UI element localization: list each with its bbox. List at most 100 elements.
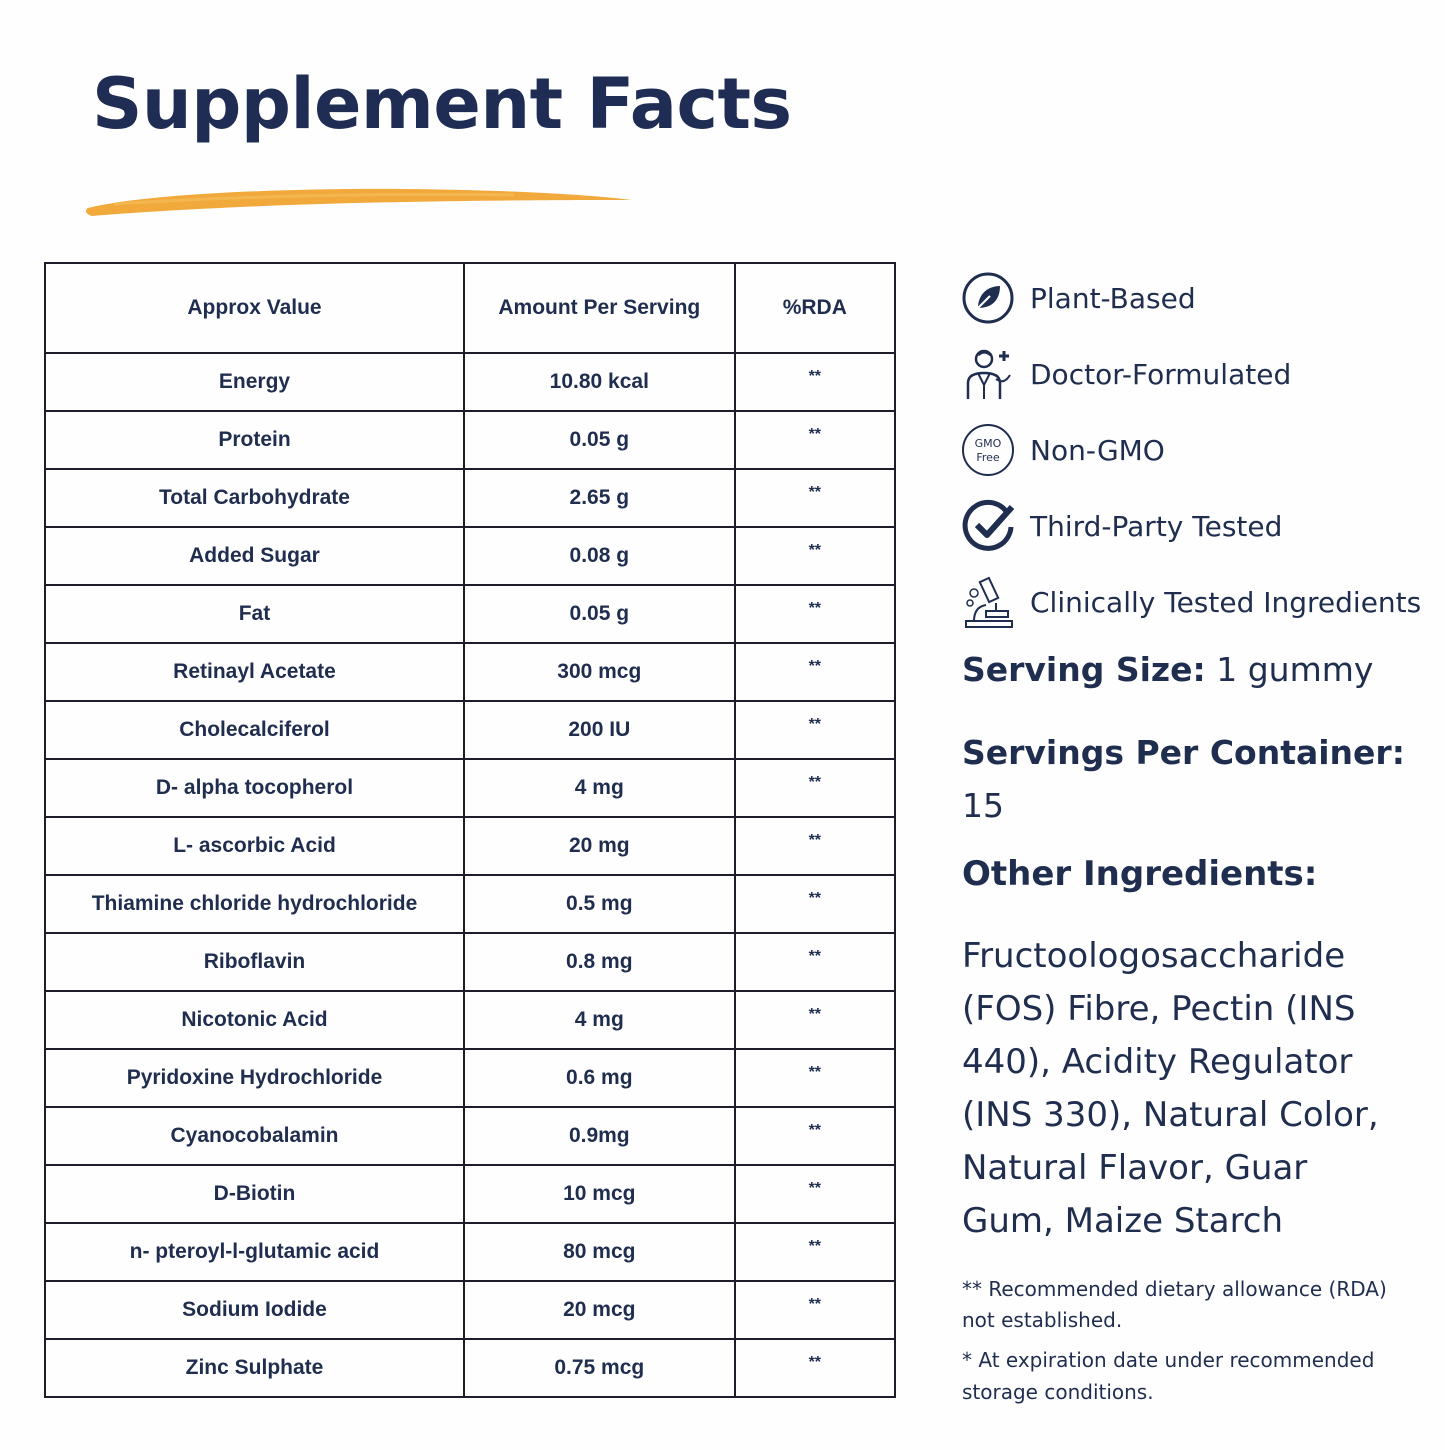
servings-per-container-label: Servings Per Container: [962, 733, 1405, 772]
other-ingredients-text: Fructoologosaccharide (FOS) Fibre, Pecti… [962, 936, 1379, 1241]
table-row: Nicotonic Acid 4 mg ** [44, 990, 897, 1050]
nutrient-name: Riboflavin [44, 932, 465, 992]
nutrient-rda: ** [733, 1280, 897, 1340]
serving-size: Serving Size: 1 gummy [962, 650, 1412, 689]
nutrient-rda: ** [733, 990, 897, 1050]
supplement-facts-table: Approx Value Amount Per Serving %RDA Ene… [44, 262, 897, 1398]
brush-underline [85, 188, 633, 216]
nutrient-amount: 0.75 mcg [462, 1338, 736, 1398]
badge-third-party-tested: Third-Party Tested [960, 488, 1430, 564]
nutrient-amount: 0.8 mg [462, 932, 736, 992]
servings-per-container-value: 15 [962, 786, 1004, 825]
nutrient-name: n- pteroyl-l-glutamic acid [44, 1222, 465, 1282]
table-row: D- alpha tocopherol 4 mg ** [44, 758, 897, 818]
nutrient-amount: 300 mcg [462, 642, 736, 702]
microscope-icon [960, 573, 1018, 631]
serving-size-label: Serving Size: [962, 650, 1206, 689]
table-row: Protein 0.05 g ** [44, 410, 897, 470]
nutrient-rda: ** [733, 932, 897, 992]
header-approx-value: Approx Value [44, 262, 465, 354]
badge-label: Third-Party Tested [1030, 509, 1283, 543]
badge-non-gmo: GMO Free Non-GMO [960, 412, 1430, 488]
gmo-free-icon: GMO Free [960, 421, 1018, 479]
header-rda: %RDA [733, 262, 897, 354]
table-row: Retinayl Acetate 300 mcg ** [44, 642, 897, 702]
nutrient-amount: 0.9mg [462, 1106, 736, 1166]
table-row: Total Carbohydrate 2.65 g ** [44, 468, 897, 528]
badge-label: Doctor-Formulated [1030, 357, 1292, 391]
badge-label: Clinically Tested Ingredients [1030, 585, 1422, 619]
nutrient-name: Energy [44, 352, 465, 412]
nutrient-rda: ** [733, 352, 897, 412]
nutrient-rda: ** [733, 1106, 897, 1166]
nutrient-name: Total Carbohydrate [44, 468, 465, 528]
nutrient-amount: 0.05 g [462, 410, 736, 470]
nutrient-rda: ** [733, 468, 897, 528]
footnote-rda: ** Recommended dietary allowance (RDA) n… [962, 1277, 1387, 1332]
nutrient-amount: 20 mcg [462, 1280, 736, 1340]
table-row: Added Sugar 0.08 g ** [44, 526, 897, 586]
nutrient-name: Retinayl Acetate [44, 642, 465, 702]
nutrient-amount: 0.08 g [462, 526, 736, 586]
nutrient-rda: ** [733, 1338, 897, 1398]
nutrient-name: Sodium Iodide [44, 1280, 465, 1340]
nutrient-amount: 200 IU [462, 700, 736, 760]
nutrient-amount: 20 mg [462, 816, 736, 876]
table-row: Cyanocobalamin 0.9mg ** [44, 1106, 897, 1166]
nutrient-amount: 0.05 g [462, 584, 736, 644]
table-row: Energy 10.80 kcal ** [44, 352, 897, 412]
other-ingredients-heading: Other Ingredients: [962, 854, 1318, 894]
badge-plant-based: Plant-Based [960, 260, 1430, 336]
leaf-circle-icon [960, 269, 1018, 327]
doctor-icon [960, 345, 1018, 403]
nutrient-rda: ** [733, 874, 897, 934]
nutrient-rda: ** [733, 1222, 897, 1282]
nutrient-name: Cyanocobalamin [44, 1106, 465, 1166]
badge-doctor-formulated: Doctor-Formulated [960, 336, 1430, 412]
table-row: Riboflavin 0.8 mg ** [44, 932, 897, 992]
nutrient-amount: 4 mg [462, 758, 736, 818]
nutrient-rda: ** [733, 410, 897, 470]
footnote-expiration: * At expiration date under recommended s… [962, 1348, 1375, 1404]
servings-per-container: Servings Per Container: 15 [962, 726, 1412, 832]
nutrient-rda: ** [733, 758, 897, 818]
nutrient-rda: ** [733, 816, 897, 876]
nutrient-amount: 80 mcg [462, 1222, 736, 1282]
table-row: Fat 0.05 g ** [44, 584, 897, 644]
nutrient-name: Thiamine chloride hydrochloride [44, 874, 465, 934]
nutrient-amount: 2.65 g [462, 468, 736, 528]
badge-clinically-tested: Clinically Tested Ingredients [960, 564, 1430, 640]
nutrient-name: Pyridoxine Hydrochloride [44, 1048, 465, 1108]
nutrient-amount: 0.6 mg [462, 1048, 736, 1108]
nutrient-rda: ** [733, 584, 897, 644]
header-amount-per-serving: Amount Per Serving [462, 262, 736, 354]
table-row: Pyridoxine Hydrochloride 0.6 mg ** [44, 1048, 897, 1108]
nutrient-amount: 10 mcg [462, 1164, 736, 1224]
free-text: Free [976, 451, 1000, 464]
gmo-text: GMO [975, 437, 1002, 450]
nutrient-amount: 4 mg [462, 990, 736, 1050]
nutrient-rda: ** [733, 700, 897, 760]
badge-list: Plant-Based Doctor-Formulated GMO Free N… [960, 260, 1430, 640]
table-row: D-Biotin 10 mcg ** [44, 1164, 897, 1224]
nutrient-name: D- alpha tocopherol [44, 758, 465, 818]
nutrient-name: L- ascorbic Acid [44, 816, 465, 876]
page-title: Supplement Facts [92, 63, 792, 145]
nutrient-name: Added Sugar [44, 526, 465, 586]
nutrient-rda: ** [733, 526, 897, 586]
badge-label: Non-GMO [1030, 433, 1165, 467]
nutrient-rda: ** [733, 1048, 897, 1108]
nutrient-amount: 0.5 mg [462, 874, 736, 934]
serving-size-value: 1 gummy [1216, 650, 1374, 689]
table-row: n- pteroyl-l-glutamic acid 80 mcg ** [44, 1222, 897, 1282]
badge-label: Plant-Based [1030, 281, 1196, 315]
nutrient-name: Nicotonic Acid [44, 990, 465, 1050]
nutrient-name: Zinc Sulphate [44, 1338, 465, 1398]
check-circle-icon [960, 497, 1018, 555]
table-row: L- ascorbic Acid 20 mg ** [44, 816, 897, 876]
table-header-row: Approx Value Amount Per Serving %RDA [44, 262, 897, 354]
nutrient-name: Protein [44, 410, 465, 470]
table-row: Thiamine chloride hydrochloride 0.5 mg ** [44, 874, 897, 934]
table-row: Zinc Sulphate 0.75 mcg ** [44, 1338, 897, 1398]
nutrient-rda: ** [733, 1164, 897, 1224]
